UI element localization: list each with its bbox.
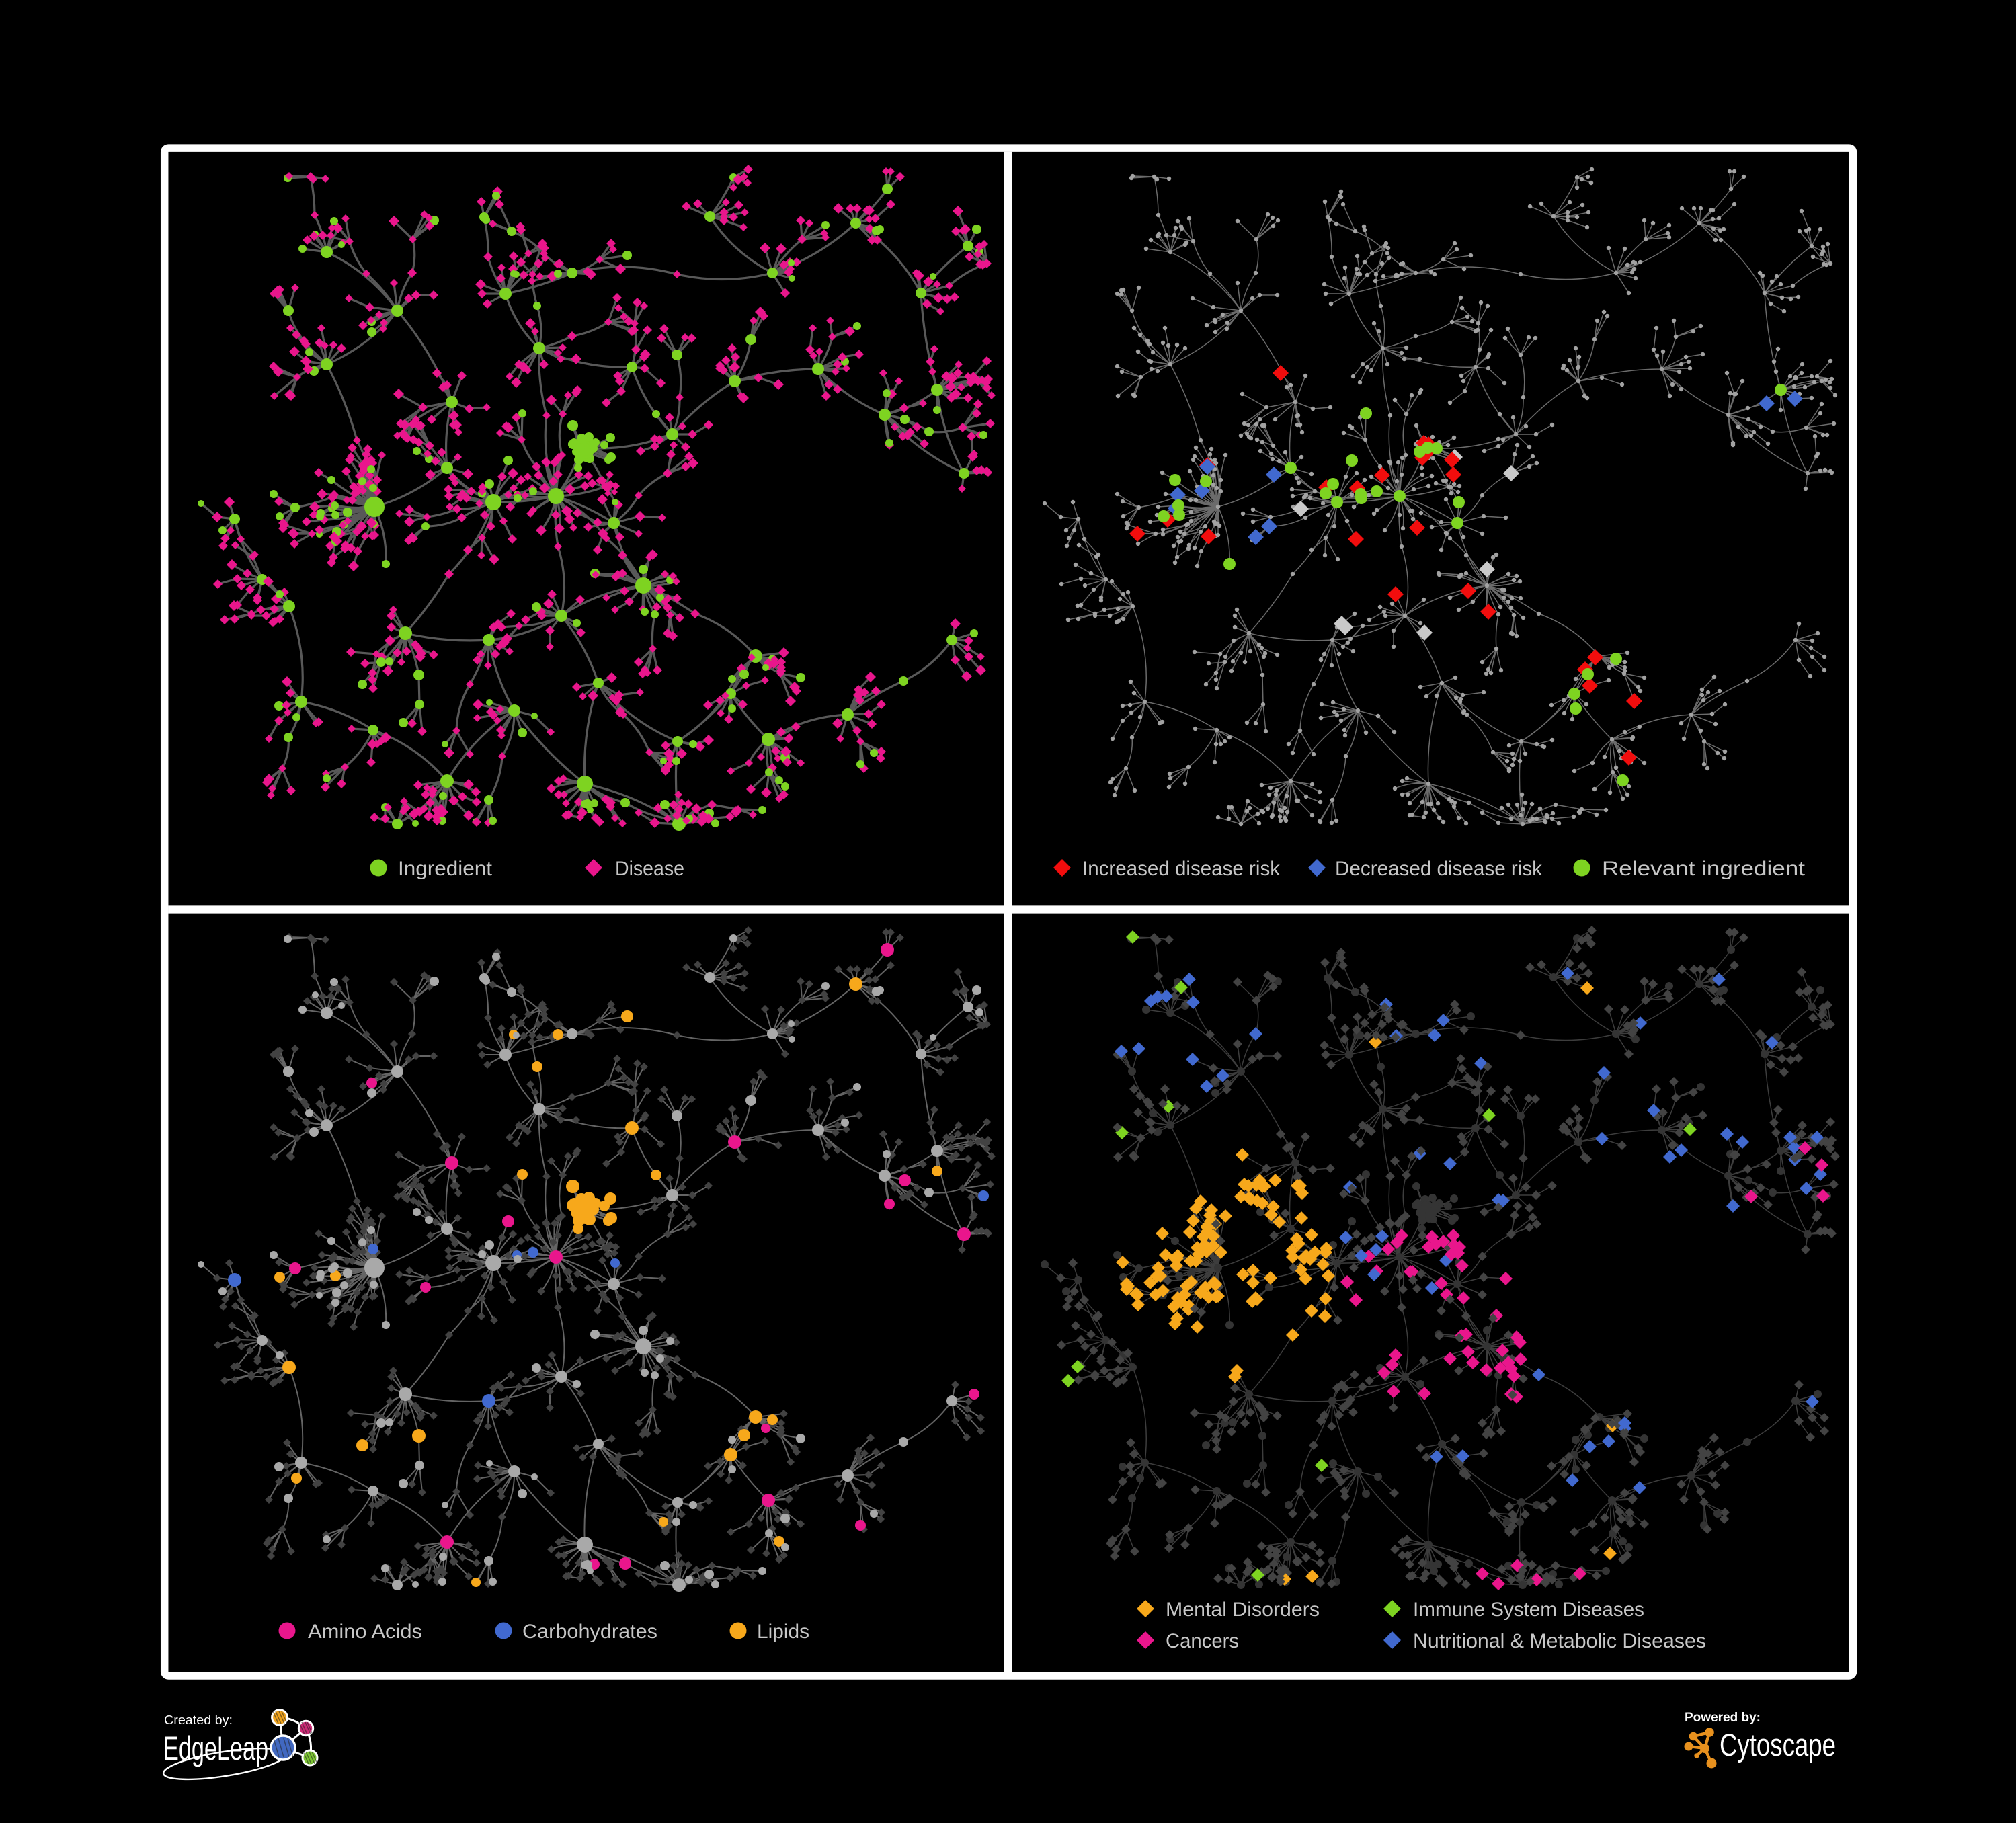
svg-text:Cancers: Cancers: [1166, 1630, 1239, 1652]
svg-text:Carbohydrates: Carbohydrates: [522, 1621, 657, 1643]
svg-text:Decreased disease risk: Decreased disease risk: [1335, 858, 1543, 880]
svg-text:Nutritional & Metabolic Diseas: Nutritional & Metabolic Diseases: [1413, 1630, 1706, 1652]
svg-text:Disease: Disease: [615, 858, 684, 880]
svg-text:Relevant ingredient: Relevant ingredient: [1602, 858, 1806, 880]
svg-text:Cytoscape: Cytoscape: [1720, 1727, 1836, 1763]
svg-text:Mental Disorders: Mental Disorders: [1166, 1598, 1320, 1621]
svg-text:Immune System Diseases: Immune System Diseases: [1413, 1598, 1644, 1621]
svg-text:Increased disease risk: Increased disease risk: [1082, 858, 1281, 880]
svg-text:Lipids: Lipids: [757, 1621, 809, 1643]
svg-text:Ingredient: Ingredient: [398, 858, 493, 880]
svg-text:Created by:: Created by:: [164, 1713, 233, 1727]
svg-text:Powered by:: Powered by:: [1685, 1711, 1761, 1725]
svg-text:Amino Acids: Amino Acids: [308, 1621, 422, 1643]
